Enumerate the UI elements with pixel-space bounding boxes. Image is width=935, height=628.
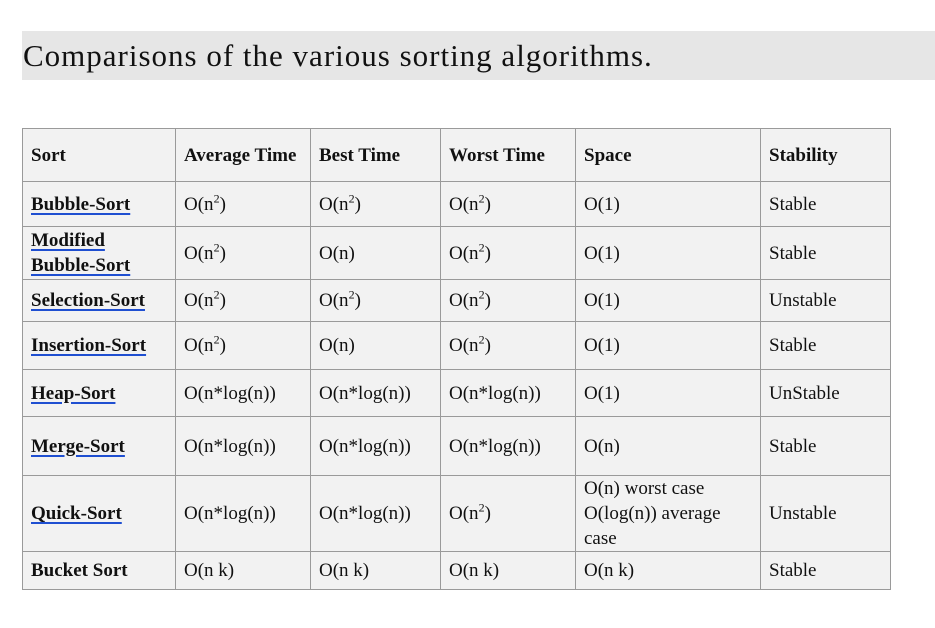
sort-name-cell[interactable]: Quick-Sort: [22, 475, 176, 552]
table-row: Bucket Sort O(n k) O(n k) O(n k) O(n k) Stabl…: [22, 551, 891, 590]
stability-cell: Stable: [760, 226, 891, 280]
average-time-cell: O(n2): [175, 279, 311, 322]
stability-cell: Stable: [760, 416, 891, 476]
average-time-cell: O(n*log(n)): [175, 369, 311, 417]
sort-name-cell[interactable]: Modified Bubble-Sort: [22, 226, 176, 280]
average-time-cell: O(n2): [175, 226, 311, 280]
stability-cell: Stable: [760, 551, 891, 590]
worst-time-cell: O(n k): [440, 551, 576, 590]
worst-time-cell: O(n2): [440, 475, 576, 552]
space-cell: O(n k): [575, 551, 761, 590]
worst-time-cell: O(n2): [440, 321, 576, 370]
space-cell: O(1): [575, 369, 761, 417]
table-row: Insertion-Sort O(n2) O(n) O(n2) O(1) Stable: [22, 321, 891, 370]
best-time-cell: O(n*log(n)): [310, 475, 441, 552]
table-row: Modified Bubble-Sort O(n2) O(n) O(n2) O(1) St…: [22, 226, 891, 280]
sort-name-cell[interactable]: Heap-Sort: [22, 369, 176, 417]
best-time-cell: O(n): [310, 321, 441, 370]
average-time-cell: O(n2): [175, 181, 311, 227]
table-header-row: Sort Average Time Best Time Worst Time S…: [22, 128, 891, 182]
worst-time-cell: O(n*log(n)): [440, 416, 576, 476]
sort-name-link[interactable]: Heap-Sort: [31, 382, 116, 404]
sort-name-cell[interactable]: Merge-Sort: [22, 416, 176, 476]
stability-cell: Unstable: [760, 475, 891, 552]
average-time-cell: O(n k): [175, 551, 311, 590]
space-cell: O(1): [575, 181, 761, 227]
sort-name-cell[interactable]: Selection-Sort: [22, 279, 176, 322]
best-time-cell: O(n2): [310, 279, 441, 322]
worst-time-cell: O(n*log(n)): [440, 369, 576, 417]
sort-name-cell[interactable]: Insertion-Sort: [22, 321, 176, 370]
sort-name-link[interactable]: Insertion-Sort: [31, 335, 147, 356]
best-time-cell: O(n*log(n)): [310, 369, 441, 417]
sort-name-link[interactable]: Merge-Sort: [31, 435, 125, 457]
sort-name-link[interactable]: Bubble-Sort: [31, 193, 131, 215]
page-title: Comparisons of the various sorting algor…: [23, 38, 653, 73]
best-time-cell: O(n k): [310, 551, 441, 590]
worst-time-cell: O(n2): [440, 279, 576, 322]
stability-cell: Stable: [760, 181, 891, 227]
table-row: Merge-Sort O(n*log(n)) O(n*log(n)) O(n*log(…: [22, 416, 891, 476]
stability-cell: Stable: [760, 321, 891, 370]
best-time-cell: O(n*log(n)): [310, 416, 441, 476]
average-time-cell: O(n*log(n)): [175, 416, 311, 476]
stability-cell: Unstable: [760, 279, 891, 322]
table-row: Heap-Sort O(n*log(n)) O(n*log(n)) O(n*log(n…: [22, 369, 891, 417]
best-time-cell: O(n2): [310, 181, 441, 227]
worst-time-cell: O(n2): [440, 181, 576, 227]
space-cell: O(1): [575, 279, 761, 322]
sort-name-link[interactable]: Quick-Sort: [31, 503, 122, 524]
header-space: Space: [575, 128, 761, 182]
header-best-time: Best Time: [310, 128, 441, 182]
best-time-cell: O(n): [310, 226, 441, 280]
sort-name-link[interactable]: Modified Bubble-Sort: [31, 230, 131, 276]
header-average-time: Average Time: [175, 128, 311, 182]
header-stability: Stability: [760, 128, 891, 182]
space-cell: O(n) worst case O(log(n)) average case: [575, 475, 761, 552]
header-worst-time: Worst Time: [440, 128, 576, 182]
space-cell: O(1): [575, 321, 761, 370]
table-row: Bubble-Sort O(n2) O(n2) O(n2) O(1) Stable: [22, 181, 891, 227]
table-body: Bubble-Sort O(n2) O(n2) O(n2) O(1) Stable Modi…: [22, 181, 891, 590]
title-bar: Comparisons of the various sorting algor…: [22, 31, 935, 80]
header-sort: Sort: [22, 128, 176, 182]
sorting-comparison-table: Sort Average Time Best Time Worst Time S…: [22, 128, 891, 590]
table-row: Selection-Sort O(n2) O(n2) O(n2) O(1) Unstabl…: [22, 279, 891, 322]
table-row: Quick-Sort O(n*log(n)) O(n*log(n)) O(n2) O(n…: [22, 475, 891, 552]
average-time-cell: O(n2): [175, 321, 311, 370]
average-time-cell: O(n*log(n)): [175, 475, 311, 552]
sort-name-link[interactable]: Selection-Sort: [31, 290, 145, 311]
space-cell: O(n): [575, 416, 761, 476]
sort-name-cell: Bucket Sort: [22, 551, 176, 590]
stability-cell: UnStable: [760, 369, 891, 417]
worst-time-cell: O(n2): [440, 226, 576, 280]
space-cell: O(1): [575, 226, 761, 280]
sort-name-cell[interactable]: Bubble-Sort: [22, 181, 176, 227]
sort-name-text: Bucket Sort: [31, 560, 128, 581]
